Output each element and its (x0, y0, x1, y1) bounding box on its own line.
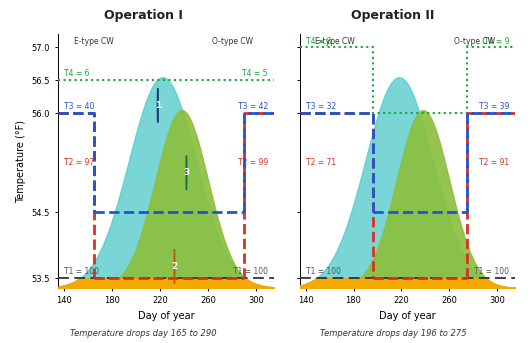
Text: T3 = 32: T3 = 32 (306, 102, 336, 111)
Text: Operation I: Operation I (104, 9, 183, 22)
Text: T2 = 97: T2 = 97 (64, 158, 95, 167)
Text: T4 = 8: T4 = 8 (306, 36, 331, 46)
Circle shape (186, 156, 187, 190)
X-axis label: Day of year: Day of year (138, 311, 194, 321)
Text: Temperature drops day 165 to 290: Temperature drops day 165 to 290 (70, 329, 217, 338)
Text: T3 = 39: T3 = 39 (479, 102, 509, 111)
Text: T3 = 40: T3 = 40 (64, 102, 95, 111)
Text: T2 = 71: T2 = 71 (306, 158, 336, 167)
Text: O-type CW: O-type CW (453, 37, 495, 46)
Text: T4 = 5: T4 = 5 (242, 70, 268, 79)
Circle shape (174, 249, 175, 284)
Text: E-type CW: E-type CW (74, 37, 114, 46)
Text: T1 = 100: T1 = 100 (474, 267, 509, 275)
Text: T1 = 100: T1 = 100 (233, 267, 268, 275)
Text: T4 = 9: T4 = 9 (484, 36, 509, 46)
Text: T3 = 42: T3 = 42 (237, 102, 268, 111)
Text: T1 = 100: T1 = 100 (64, 267, 99, 275)
Circle shape (157, 88, 158, 123)
Text: O-type CW: O-type CW (212, 37, 253, 46)
Text: T1 = 100: T1 = 100 (306, 267, 341, 275)
Y-axis label: Temperature (°F): Temperature (°F) (16, 120, 26, 203)
Text: E-type CW: E-type CW (315, 37, 355, 46)
Text: 1: 1 (155, 101, 161, 110)
Text: 3: 3 (183, 168, 190, 177)
Text: 2: 2 (172, 262, 177, 271)
Text: T4 = 6: T4 = 6 (64, 70, 90, 79)
Text: Temperature drops day 196 to 275: Temperature drops day 196 to 275 (320, 329, 466, 338)
Text: Operation II: Operation II (351, 9, 435, 22)
X-axis label: Day of year: Day of year (379, 311, 435, 321)
Text: T2 = 99: T2 = 99 (237, 158, 268, 167)
Text: T2 = 91: T2 = 91 (479, 158, 509, 167)
